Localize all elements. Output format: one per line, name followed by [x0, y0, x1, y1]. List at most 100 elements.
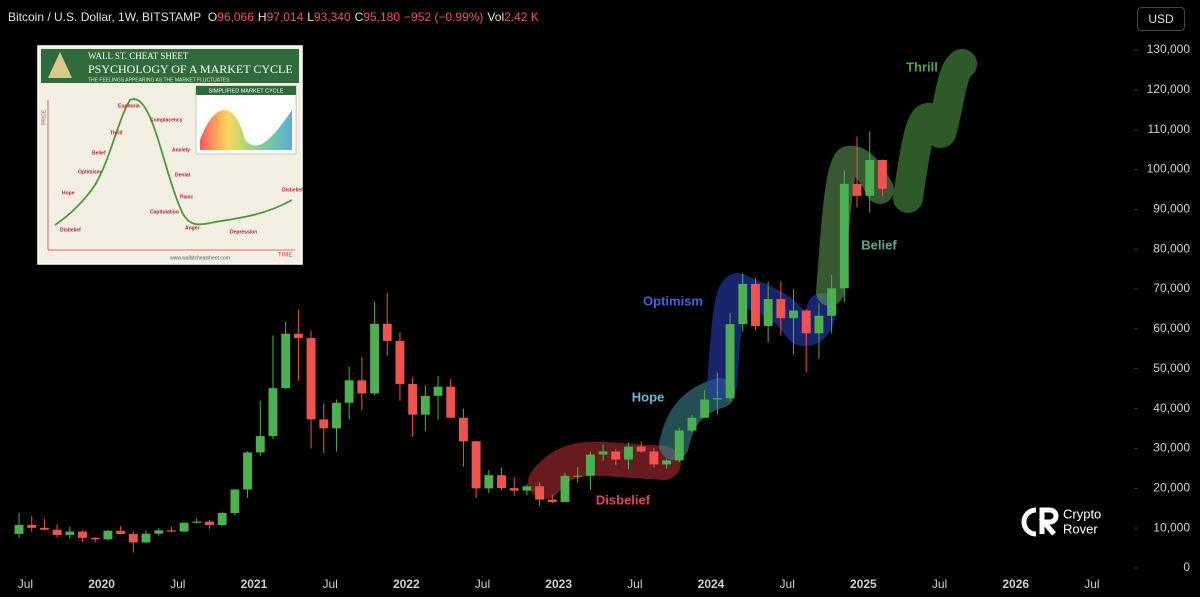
candle-body: [332, 402, 341, 429]
inset-phase: Capitulation: [150, 209, 179, 215]
legend-value: 93,340: [313, 10, 351, 24]
candle-body: [573, 475, 583, 477]
inset-box-curve: [200, 110, 292, 150]
candle-body: [128, 533, 138, 543]
candle-body: [39, 527, 49, 530]
logo-icon: [1038, 507, 1059, 536]
candle-body: [382, 323, 392, 341]
inset-url: www.wallstcheatsheet.com: [170, 255, 230, 261]
y-tick-label: 20,000: [1153, 480, 1190, 494]
candle-body: [268, 388, 278, 437]
legend-value: 2.42 K: [504, 10, 539, 24]
candle-body: [141, 533, 151, 543]
x-tick-label: Jul: [780, 577, 795, 591]
candle-body: [458, 417, 468, 442]
candle-body: [306, 338, 316, 420]
candle-body: [827, 288, 837, 316]
candle-body: [484, 475, 494, 489]
candle-body: [725, 324, 735, 399]
annotation: Hope: [632, 389, 665, 404]
candle-body: [217, 513, 227, 526]
candle-body: [344, 380, 354, 403]
x-tick-label: 2023: [545, 577, 572, 591]
candle-body: [738, 283, 748, 325]
x-tick-label: Jul: [932, 577, 947, 591]
candle-body: [814, 315, 824, 334]
header: Bitcoin / U.S. Dollar, 1W, BITSTAMP O 96,…: [8, 10, 543, 24]
inset-phase: Depression: [230, 229, 257, 235]
candle-body: [103, 530, 113, 540]
y-tick-label: 120,000: [1147, 82, 1191, 96]
candle-body: [674, 430, 684, 461]
y-tick-label: 10,000: [1153, 520, 1190, 534]
legend-label: C: [354, 10, 364, 24]
y-tick-label: 80,000: [1153, 241, 1190, 255]
candle-body: [255, 436, 265, 453]
x-tick-label: Jul: [475, 577, 490, 591]
x-tick-label: 2024: [698, 577, 725, 591]
inset-cycle-line: [54, 98, 293, 226]
annotation: Thrill: [906, 59, 938, 74]
candle-body: [776, 299, 786, 319]
x-tick-label: 2022: [393, 577, 420, 591]
x-tick-label: 2020: [88, 577, 115, 591]
y-tick-label: 100,000: [1147, 162, 1191, 176]
y-tick-label: 130,000: [1147, 42, 1191, 56]
candle-body: [27, 524, 37, 528]
annotation: Disbelief: [596, 492, 651, 507]
candle-body: [90, 537, 100, 540]
x-tick-label: Jul: [18, 577, 33, 591]
inset-phase: Hope: [62, 190, 75, 196]
candle-body: [281, 333, 291, 389]
candle-body: [585, 454, 595, 476]
candle-body: [636, 446, 646, 452]
currency-button[interactable]: USD: [1137, 7, 1185, 31]
candle-body: [497, 475, 506, 489]
legend-value: 96,066: [217, 10, 254, 24]
candle-body: [852, 183, 862, 196]
candle-body: [52, 529, 62, 535]
candle-body: [65, 531, 75, 535]
inset-phase: Anger: [185, 225, 200, 231]
candle-body: [395, 340, 405, 384]
x-tick-label: Jul: [322, 577, 337, 591]
candle-body: [662, 460, 672, 465]
candle-body: [433, 386, 443, 396]
candle-body: [230, 489, 240, 514]
logo-icon: [1021, 507, 1037, 537]
candle-body: [293, 333, 303, 339]
inset-title: PSYCHOLOGY OF A MARKET CYCLE: [88, 62, 293, 76]
inset-phase: Belief: [92, 150, 106, 156]
x-tick-label: 2021: [241, 577, 268, 591]
inset-phases: Disbelief Hope Optimism Belief Thrill Euphori…: [60, 103, 303, 235]
logo-text: Crypto: [1063, 506, 1101, 521]
y-tick-label: 40,000: [1153, 401, 1190, 415]
x-tick-label: Jul: [1084, 577, 1099, 591]
inset-phase: Thrill: [110, 130, 123, 136]
legend-label: L: [307, 10, 314, 24]
candle-body: [471, 441, 481, 489]
candle-body: [319, 419, 329, 429]
candle-body: [700, 399, 710, 418]
inset-axis-label: TIME: [278, 253, 292, 259]
candles: [14, 131, 887, 553]
candle-body: [154, 530, 164, 534]
y-tick-label: 30,000: [1153, 441, 1190, 455]
candle-body: [712, 398, 722, 400]
inset-phase: Optimism: [78, 169, 102, 175]
inset-subtitle: THE FEELINGS APPEARING AS THE MARKET FLU…: [88, 77, 230, 83]
annotation: Belief: [861, 237, 897, 252]
candle-body: [243, 452, 253, 490]
inset-banner: [41, 49, 299, 83]
inset-box-title: SIMPLIFIED MARKET CYCLE: [209, 88, 284, 94]
candle-body: [560, 475, 570, 503]
y-tick-label: 90,000: [1153, 202, 1190, 216]
candle-body: [547, 499, 557, 503]
candle-body: [598, 451, 608, 455]
candle-body: [78, 531, 87, 538]
y-tick-label: 50,000: [1153, 361, 1190, 375]
inset-brand: WALL ST. CHEAT SHEET: [88, 51, 189, 61]
candle-body: [535, 486, 545, 500]
